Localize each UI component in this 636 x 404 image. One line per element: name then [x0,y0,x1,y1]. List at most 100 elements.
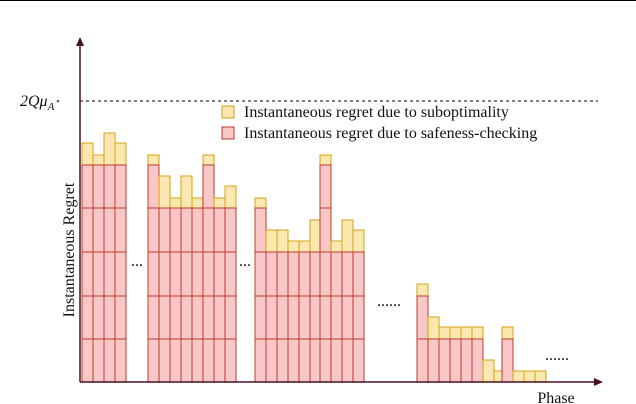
safety-segment [202,295,215,340]
suboptimality-segment [438,326,451,340]
y-label: Instantaneous Regret [61,182,78,317]
safety-segment [92,338,105,383]
safety-segment [202,338,215,383]
safety-segment [254,251,267,297]
safety-segment [114,295,127,340]
safety-segment [265,338,278,383]
safety-segment [319,207,332,253]
safety-segment [81,295,94,340]
safety-segment [92,164,105,209]
safety-segment [103,338,116,383]
safety-segment [169,295,182,340]
safety-segment [309,295,322,340]
suboptimality-segment [180,175,193,209]
safety-segment [81,251,94,297]
safety-segment [309,338,322,383]
y-arrow [76,37,84,46]
safety-segment [416,338,429,383]
suboptimality-segment [103,132,116,166]
safety-segment [81,338,94,383]
safety-segment [169,251,182,297]
ref-sub: A [47,101,55,113]
safety-segment [213,251,226,297]
suboptimality-segment [330,240,343,253]
safety-segment [501,338,514,383]
suboptimality-segment [523,370,536,383]
suboptimality-segment [298,240,311,253]
safety-segment [427,338,440,383]
safety-segment [341,295,354,340]
safety-segment [114,164,127,209]
suboptimality-segment [202,154,215,166]
safety-segment [103,164,116,209]
ref-main: 2Qμ [20,93,48,110]
safety-segment [254,207,267,253]
safety-segment [341,251,354,297]
suboptimality-segment [224,185,237,209]
suboptimality-segment [114,142,127,166]
suboptimality-segment [158,175,171,209]
safety-segment [330,251,343,297]
x-label: Phase [537,390,574,404]
safety-segment [224,207,237,253]
safety-segment [81,164,94,209]
suboptimality-segment [254,197,267,209]
safety-segment [202,251,215,297]
safety-segment [180,207,193,253]
safety-segment [114,338,127,383]
safety-segment [265,295,278,340]
safety-segment [114,207,127,253]
safety-segment [319,295,332,340]
safety-segment [298,251,311,297]
safety-segment [352,251,365,297]
safety-segment [319,251,332,297]
safety-segment [460,338,473,383]
safety-segment [114,251,127,297]
ref-sup: ⋆ [54,96,60,106]
reference-label: 2QμA⋆ [20,93,60,113]
ellipsis: ... [131,253,143,270]
safety-segment [265,251,278,297]
legend-label: Instantaneous regret due to safeness-che… [244,125,537,142]
safety-segment [158,207,171,253]
safety-segment [352,295,365,340]
safety-segment [147,295,160,340]
safety-segment [471,338,484,383]
safety-segment [180,251,193,297]
safety-segment [92,295,105,340]
safety-segment [202,207,215,253]
safety-segment [287,251,300,297]
safety-segment [449,338,462,383]
suboptimality-segment [276,229,289,253]
safety-segment [191,207,204,253]
suboptimality-segment [534,370,547,383]
suboptimality-segment [92,154,105,166]
safety-segment [254,338,267,383]
suboptimality-segment [319,154,332,166]
safety-segment [438,338,451,383]
safety-segment [180,338,193,383]
safety-segment [158,295,171,340]
safety-segment [416,295,429,340]
safety-segment [202,164,215,209]
suboptimality-segment [416,283,429,297]
suboptimality-segment [191,197,204,209]
suboptimality-segment [169,197,182,209]
safety-segment [276,338,289,383]
safety-segment [341,338,354,383]
x-arrow [594,378,603,386]
safety-segment [352,338,365,383]
ellipsis: ...... [545,347,569,364]
safety-segment [330,338,343,383]
suboptimality-segment [460,326,473,340]
safety-segment [103,295,116,340]
suboptimality-segment [309,219,322,253]
ellipsis: ... [239,253,251,270]
safety-segment [81,207,94,253]
safety-segment [180,295,193,340]
safety-segment [224,338,237,383]
suboptimality-segment [352,229,365,253]
suboptimality-segment [147,154,160,166]
suboptimality-segment [501,326,514,340]
